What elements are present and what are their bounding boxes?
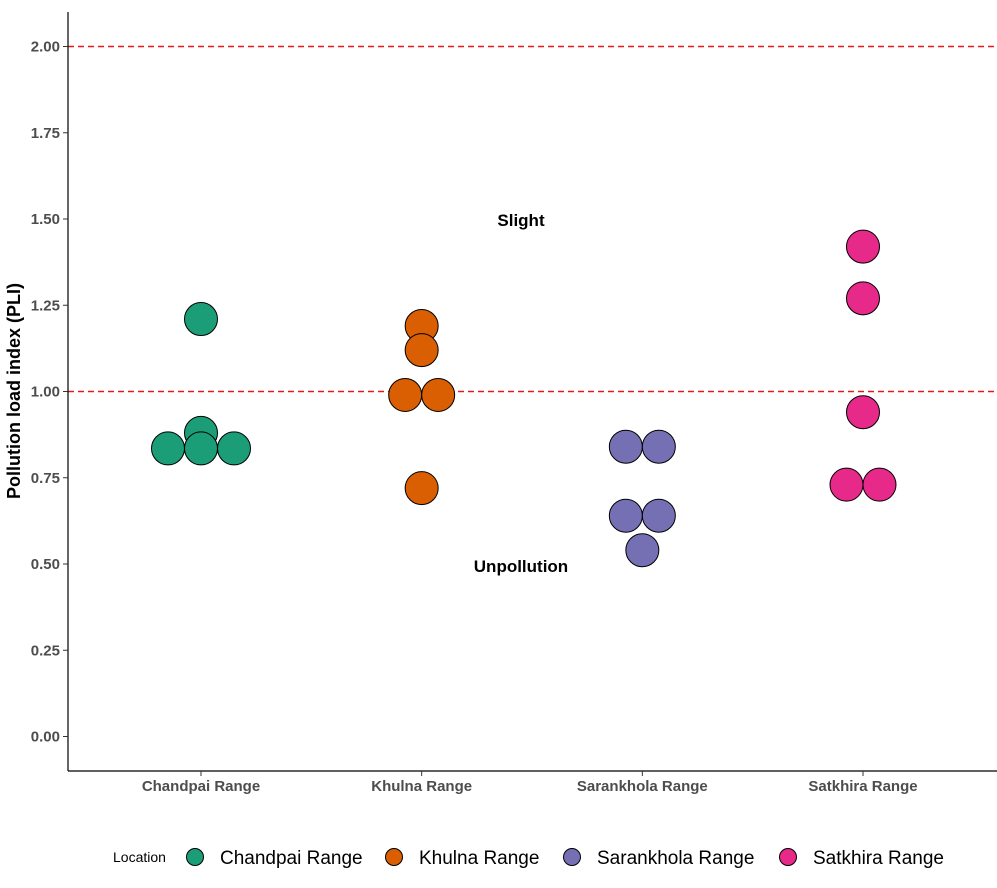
y-tick-label: 0.00 bbox=[31, 729, 60, 746]
x-tick-label: Sarankhola Range bbox=[577, 778, 708, 795]
legend: Location Chandpai Range Khulna Range Sar… bbox=[113, 848, 944, 869]
legend-label-chandpai: Chandpai Range bbox=[220, 848, 363, 869]
data-point bbox=[625, 533, 660, 568]
legend-item-satkhira: Satkhira Range bbox=[779, 848, 944, 869]
data-point bbox=[608, 429, 643, 464]
legend-swatch-sarankhola bbox=[563, 848, 581, 866]
data-point bbox=[641, 498, 676, 533]
data-point bbox=[846, 395, 880, 430]
data-point bbox=[421, 377, 456, 412]
legend-swatch-khulna bbox=[385, 848, 403, 866]
data-point bbox=[184, 302, 218, 337]
data-point bbox=[217, 431, 251, 466]
data-point bbox=[404, 333, 439, 368]
legend-label-sarankhola: Sarankhola Range bbox=[597, 848, 754, 869]
annotation-slight: Slight bbox=[497, 211, 545, 230]
legend-label-satkhira: Satkhira Range bbox=[813, 848, 944, 869]
data-point bbox=[184, 431, 218, 466]
y-axis-title: Pollution load index (PLI) bbox=[4, 283, 24, 499]
annotation-unpollution: Unpollution bbox=[474, 557, 568, 576]
y-tick-label: 1.50 bbox=[31, 211, 60, 228]
data-point bbox=[829, 467, 864, 502]
y-tick-label: 1.25 bbox=[31, 297, 60, 314]
legend-title: Location bbox=[113, 849, 166, 865]
data-point bbox=[404, 471, 439, 506]
legend-swatch-satkhira bbox=[779, 848, 797, 866]
data-point bbox=[846, 281, 880, 316]
y-tick-label: 0.75 bbox=[31, 470, 60, 487]
x-tick-label: Chandpai Range bbox=[142, 778, 260, 795]
y-tick-label: 1.00 bbox=[31, 384, 60, 401]
y-tick-label: 2.00 bbox=[31, 39, 60, 56]
y-tick-label: 1.75 bbox=[31, 125, 60, 142]
legend-label-khulna: Khulna Range bbox=[419, 848, 539, 869]
legend-item-sarankhola: Sarankhola Range bbox=[563, 848, 754, 869]
y-tick-label: 0.25 bbox=[31, 642, 60, 659]
data-point bbox=[862, 467, 897, 502]
y-tick-label: 0.50 bbox=[31, 556, 60, 573]
x-tick-label: Satkhira Range bbox=[808, 778, 917, 795]
data-point bbox=[846, 229, 880, 264]
legend-swatch-chandpai bbox=[186, 848, 204, 866]
legend-item-chandpai: Chandpai Range bbox=[186, 848, 363, 869]
data-point bbox=[608, 498, 643, 533]
data-point bbox=[151, 431, 185, 466]
legend-item-khulna: Khulna Range bbox=[385, 848, 539, 869]
data-point bbox=[641, 429, 676, 464]
x-tick-label: Khulna Range bbox=[371, 778, 472, 795]
data-point bbox=[388, 377, 423, 412]
